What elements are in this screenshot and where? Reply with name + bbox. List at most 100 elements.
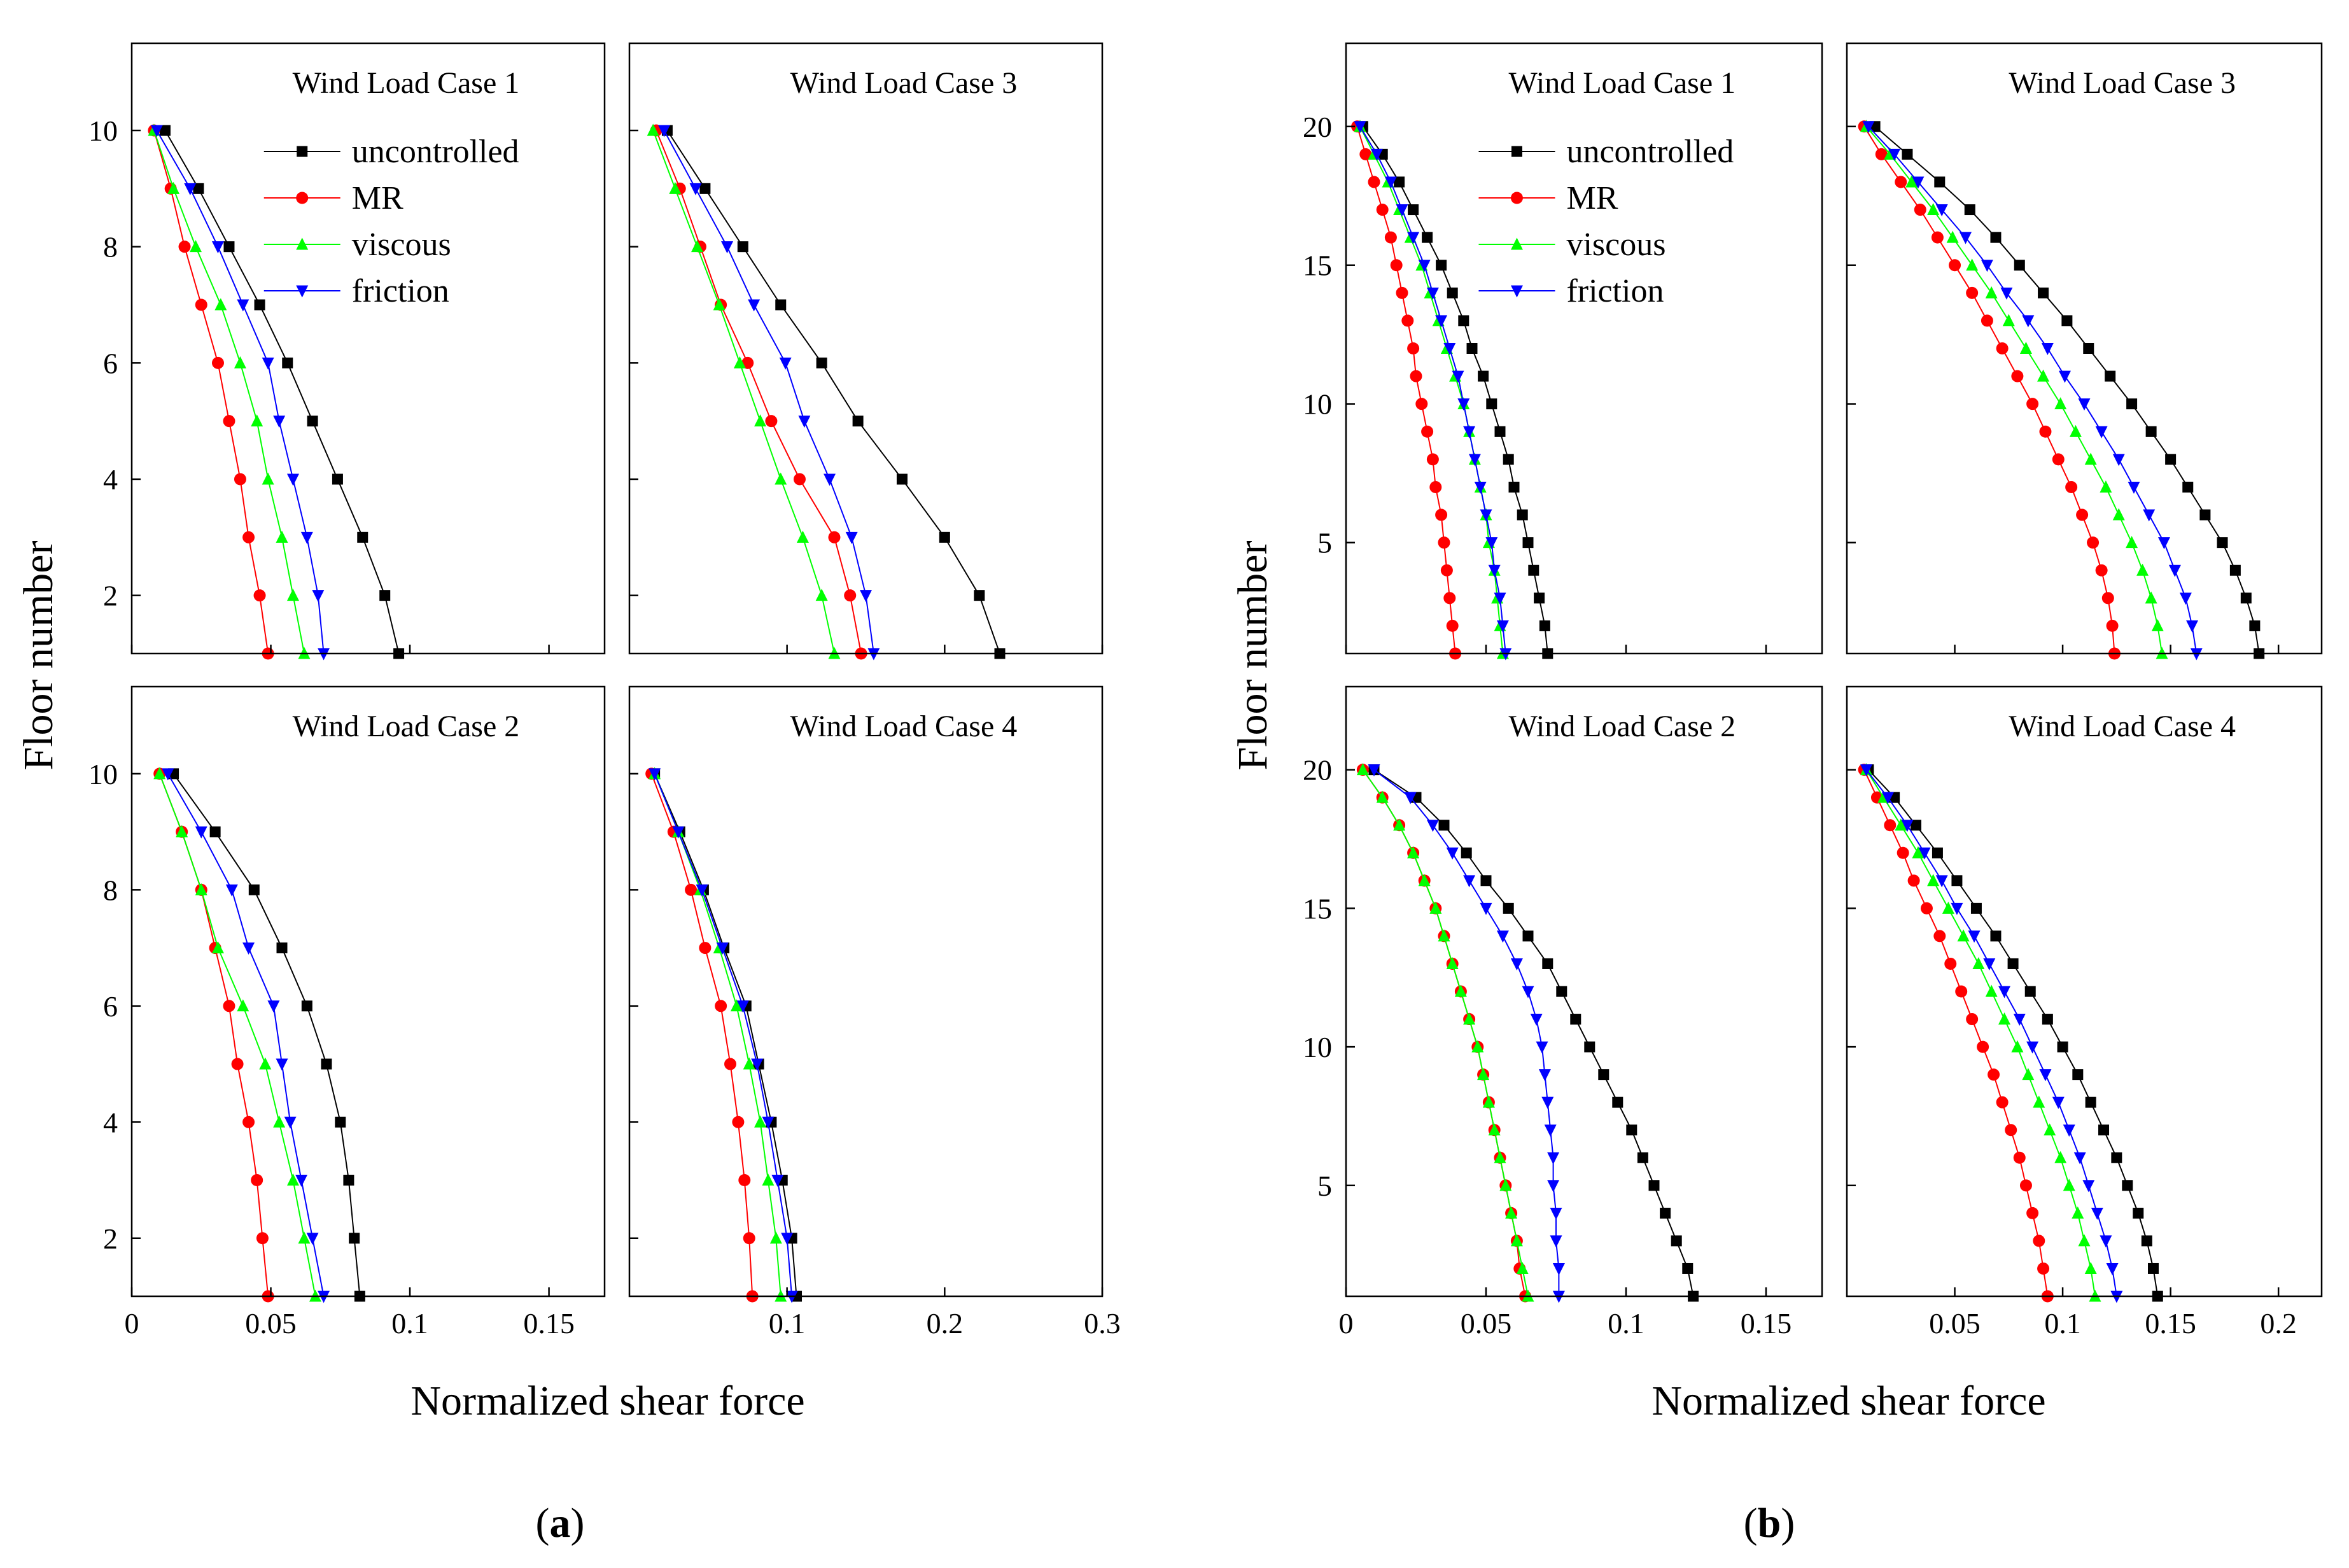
series-line-MR bbox=[1863, 126, 2115, 654]
data-point-uncontrolled bbox=[2007, 958, 2019, 969]
data-point-MR bbox=[765, 415, 778, 428]
data-point-viscous bbox=[1454, 984, 1467, 997]
panel-title: Wind Load Case 1 bbox=[1509, 66, 1736, 100]
series-line-friction bbox=[654, 773, 793, 1297]
legend-label-MR: MR bbox=[1566, 180, 1618, 216]
data-point-viscous bbox=[1927, 203, 1940, 216]
data-point-friction bbox=[1901, 820, 1914, 832]
data-point-MR bbox=[1944, 957, 1957, 970]
data-point-friction bbox=[237, 299, 249, 312]
data-point-MR bbox=[2011, 370, 2024, 382]
y-tick-label: 10 bbox=[88, 758, 118, 790]
data-point-friction bbox=[1474, 481, 1487, 494]
data-point-uncontrolled bbox=[1508, 481, 1520, 493]
data-point-viscous bbox=[234, 356, 246, 368]
data-point-friction bbox=[1960, 232, 1972, 244]
data-point-friction bbox=[1396, 204, 1408, 217]
data-point-uncontrolled bbox=[852, 416, 864, 427]
data-point-uncontrolled bbox=[343, 1175, 354, 1186]
data-point-MR bbox=[743, 1232, 755, 1245]
panel-title: Wind Load Case 3 bbox=[790, 66, 1018, 100]
data-point-MR bbox=[1421, 425, 1434, 438]
data-point-MR bbox=[1429, 480, 1442, 493]
data-point-friction bbox=[1452, 370, 1464, 383]
data-point-friction bbox=[1443, 343, 1456, 355]
data-point-friction bbox=[2082, 1180, 2095, 1193]
series-line-viscous bbox=[654, 773, 782, 1297]
data-point-MR bbox=[724, 1058, 737, 1070]
data-point-MR bbox=[253, 589, 266, 602]
data-point-MR bbox=[2065, 480, 2078, 493]
data-point-viscous bbox=[1488, 1123, 1501, 1136]
x-tick-label: 0.05 bbox=[1929, 1307, 1981, 1340]
x-tick-label: 0.15 bbox=[523, 1307, 575, 1340]
data-point-uncontrolled bbox=[307, 416, 318, 427]
data-point-viscous bbox=[298, 1231, 311, 1244]
data-point-friction bbox=[1981, 260, 1993, 272]
series-line-uncontrolled bbox=[172, 773, 361, 1297]
data-point-friction bbox=[736, 1000, 749, 1013]
data-point-friction bbox=[2168, 564, 2181, 577]
data-point-MR bbox=[685, 883, 698, 896]
data-point-friction bbox=[1935, 875, 1948, 888]
data-point-friction bbox=[1446, 847, 1459, 860]
data-point-friction bbox=[1404, 792, 1417, 804]
data-point-viscous bbox=[2019, 342, 2032, 354]
y-tick-label: 8 bbox=[103, 874, 118, 906]
data-point-MR bbox=[1446, 619, 1459, 632]
data-point-friction bbox=[211, 241, 224, 254]
y-tick-label: 2 bbox=[103, 580, 118, 612]
data-point-uncontrolled bbox=[1394, 176, 1405, 188]
data-point-uncontrolled bbox=[1542, 958, 1553, 969]
subfigure-label-b: (b) bbox=[1744, 1500, 1795, 1546]
data-point-friction bbox=[2026, 1041, 2039, 1054]
ylabel-b: Floor number bbox=[1230, 540, 1276, 770]
data-point-friction bbox=[273, 416, 286, 428]
data-point-uncontrolled bbox=[1478, 370, 1489, 382]
data-point-viscous bbox=[276, 530, 288, 543]
data-point-uncontrolled bbox=[1626, 1124, 1637, 1136]
data-point-MR bbox=[231, 1058, 244, 1070]
data-point-friction bbox=[1485, 537, 1498, 550]
data-point-viscous bbox=[815, 589, 828, 601]
data-point-MR bbox=[1368, 176, 1380, 188]
data-point-viscous bbox=[1895, 818, 1907, 831]
y-tick-label: 5 bbox=[1317, 1170, 1332, 1202]
data-point-viscous bbox=[1482, 1095, 1495, 1108]
data-point-MR bbox=[1949, 259, 1961, 272]
data-point-uncontrolled bbox=[2229, 564, 2241, 576]
series-line-viscous bbox=[158, 773, 316, 1297]
data-point-uncontrolled bbox=[1486, 398, 1497, 410]
data-point-MR bbox=[1875, 148, 1888, 160]
data-point-friction bbox=[2091, 1207, 2103, 1220]
data-point-viscous bbox=[1376, 790, 1389, 803]
plot-frame bbox=[130, 42, 606, 655]
data-point-viscous bbox=[796, 530, 809, 543]
data-point-uncontrolled bbox=[1934, 176, 1946, 188]
data-point-friction bbox=[267, 1000, 280, 1013]
data-point-uncontrolled bbox=[1990, 930, 2002, 942]
legend-label-friction: friction bbox=[1566, 273, 1664, 309]
data-point-uncontrolled bbox=[1534, 592, 1545, 604]
series-line-uncontrolled bbox=[666, 130, 1000, 654]
data-point-uncontrolled bbox=[1466, 343, 1478, 354]
series-line-MR bbox=[1362, 769, 1526, 1297]
data-point-MR bbox=[178, 241, 191, 253]
data-point-uncontrolled bbox=[2042, 1014, 2053, 1025]
data-point-MR bbox=[1407, 342, 1420, 354]
data-point-uncontrolled bbox=[1438, 820, 1450, 831]
data-point-MR bbox=[1895, 176, 1907, 188]
legend-marker-friction bbox=[1510, 285, 1523, 298]
data-point-uncontrolled bbox=[1570, 1014, 1581, 1025]
x-tick-label: 0.3 bbox=[1084, 1307, 1121, 1340]
data-point-friction bbox=[2128, 481, 2140, 494]
data-point-viscous bbox=[730, 999, 743, 1012]
data-point-MR bbox=[1410, 370, 1422, 382]
panel-a-3: 2 4 6 8 10 0 0.05 0.1 0.15 Wind Load Case 2 bbox=[88, 685, 606, 1340]
data-point-friction bbox=[2157, 537, 2170, 550]
data-point-viscous bbox=[2002, 314, 2015, 326]
plot-frame bbox=[628, 42, 1104, 655]
data-point-viscous bbox=[2151, 619, 2164, 631]
data-point-uncontrolled bbox=[2249, 620, 2261, 631]
data-point-friction bbox=[1547, 1180, 1560, 1193]
